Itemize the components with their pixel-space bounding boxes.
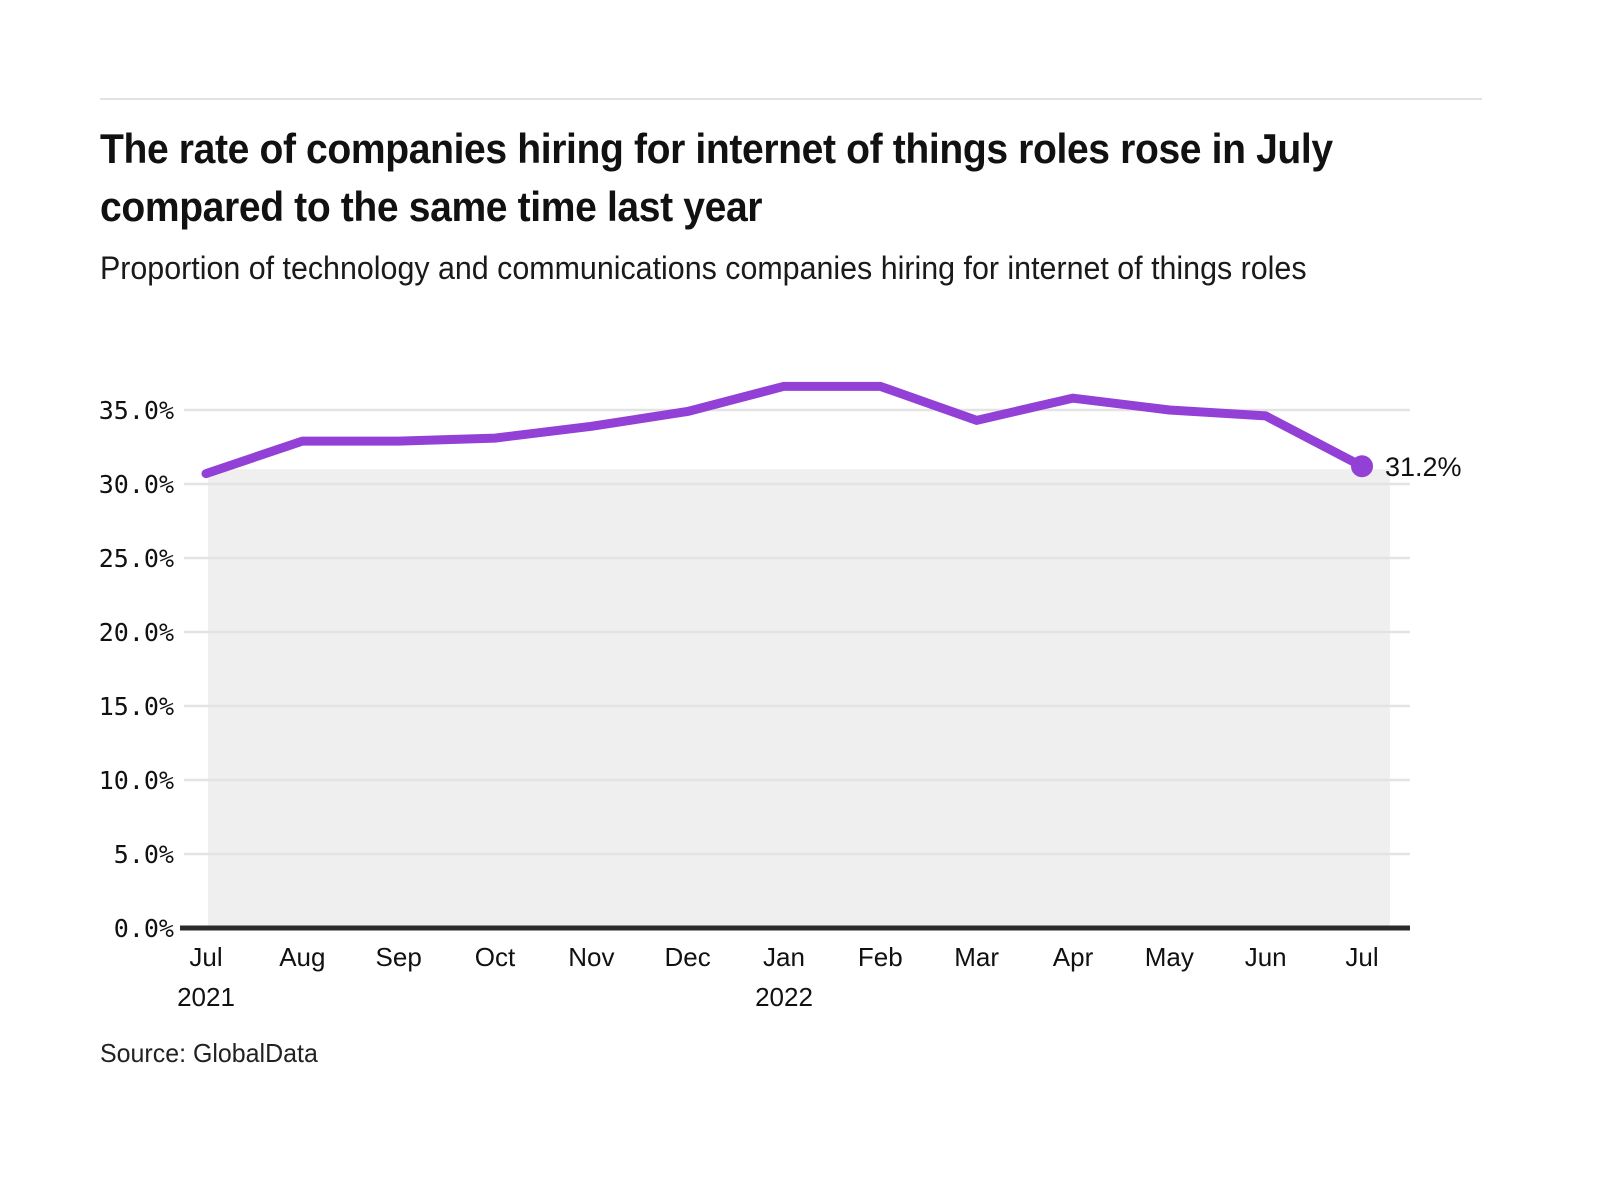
x-axis-tick-label: Oct bbox=[475, 942, 516, 972]
header-divider bbox=[100, 98, 1482, 100]
y-axis-tick-label: 35.0% bbox=[99, 396, 174, 425]
x-axis-tick-label: Aug bbox=[279, 942, 325, 972]
chart-subtitle: Proportion of technology and communicati… bbox=[100, 249, 1307, 286]
x-axis-tick-label: Nov bbox=[568, 942, 614, 972]
y-axis-tick-label: 0.0% bbox=[114, 914, 174, 943]
y-axis-tick-label: 25.0% bbox=[99, 544, 174, 573]
y-axis-tick-label: 30.0% bbox=[99, 470, 174, 499]
y-axis-tick-label: 20.0% bbox=[99, 618, 174, 647]
source-note: Source: GlobalData bbox=[100, 1038, 318, 1068]
x-axis-year-label: 2021 bbox=[177, 982, 235, 1012]
x-axis-tick-label: Mar bbox=[954, 942, 999, 972]
end-point-marker bbox=[1351, 455, 1373, 478]
x-axis-ticks: Jul Aug Sep Oct Nov Dec Jan Feb Mar Apr May Jun Jul 2… bbox=[177, 942, 1379, 1012]
x-axis-year-label: 2022 bbox=[755, 982, 813, 1012]
y-axis-ticks: 0.0% 5.0% 10.0% 15.0% 20.0% 25.0% 30.0% 35.0% bbox=[99, 396, 174, 943]
y-axis-tick-label: 5.0% bbox=[114, 840, 174, 869]
plot-background bbox=[208, 469, 1390, 928]
y-axis-tick-label: 15.0% bbox=[99, 692, 174, 721]
x-axis-tick-label: Jan bbox=[763, 942, 805, 972]
data-series-line bbox=[201, 381, 1367, 479]
x-axis-tick-label: Jul bbox=[189, 942, 222, 972]
x-axis-tick-label: Feb bbox=[858, 942, 903, 972]
gridlines-over-plot bbox=[184, 482, 1410, 856]
x-axis-tick-label: Sep bbox=[376, 942, 422, 972]
y-axis-tick-label: 10.0% bbox=[99, 766, 174, 795]
x-axis-tick-label: Apr bbox=[1053, 942, 1094, 972]
x-axis-tick-label: Jul bbox=[1345, 942, 1378, 972]
x-axis-tick-label: Dec bbox=[665, 942, 711, 972]
x-axis-tick-label: Jun bbox=[1245, 942, 1287, 972]
end-point-label: 31.2% bbox=[1385, 452, 1462, 482]
chart-title: The rate of companies hiring for interne… bbox=[100, 125, 1333, 230]
x-axis-tick-label: May bbox=[1145, 942, 1194, 972]
chart-header: The rate of companies hiring for interne… bbox=[100, 120, 1490, 295]
